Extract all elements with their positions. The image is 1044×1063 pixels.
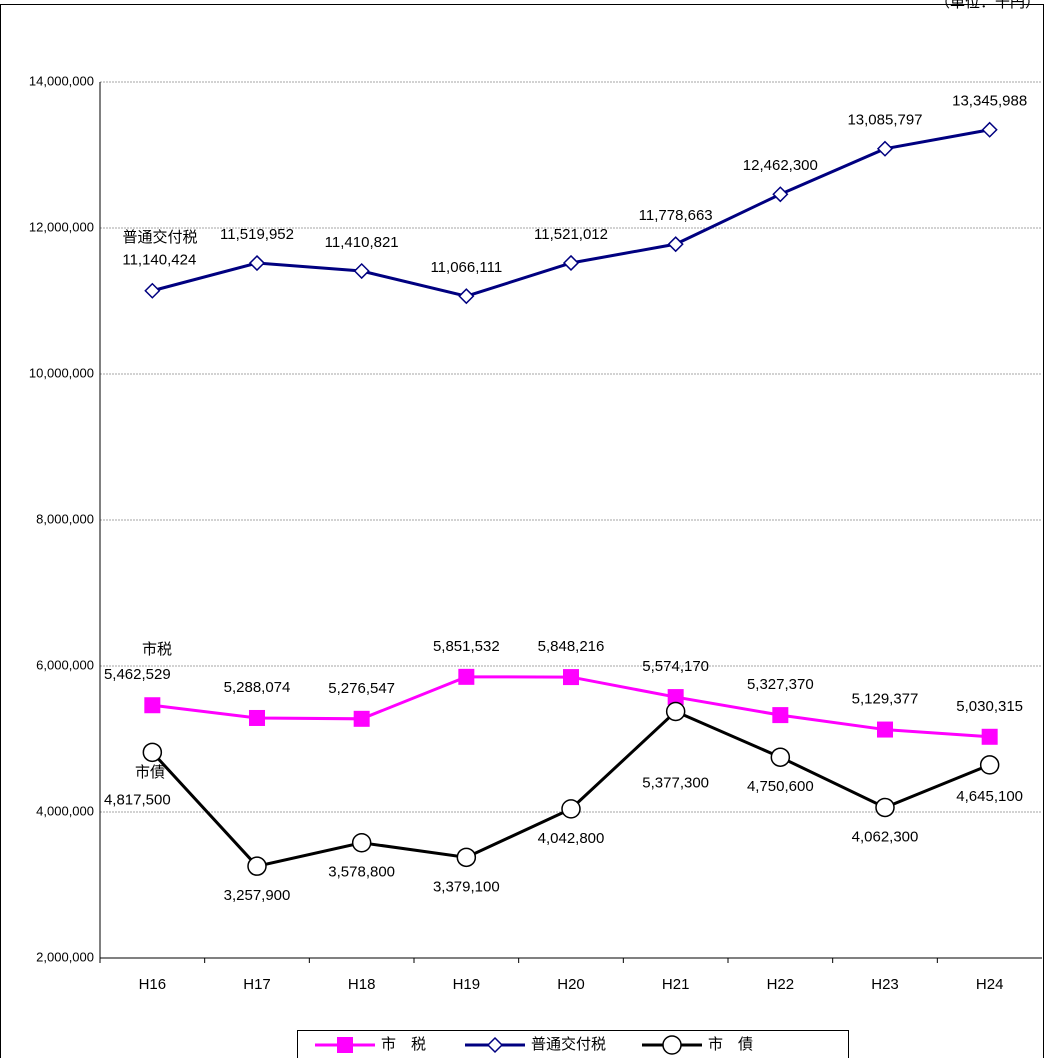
- marker: [665, 701, 686, 722]
- marker: [563, 669, 579, 686]
- y-tick-label: 10,000,000: [29, 365, 94, 380]
- marker: [456, 847, 477, 868]
- marker: [667, 689, 684, 706]
- legend-label: 市 税: [381, 1036, 426, 1053]
- x-tick-label: H24: [976, 976, 1004, 993]
- series-line: [151, 128, 990, 298]
- marker: [875, 797, 895, 818]
- marker: [876, 140, 894, 157]
- series-annotation: 市債: [135, 764, 165, 781]
- data-label: 11,521,012: [534, 226, 608, 243]
- y-tick-label: 4,000,000: [36, 803, 94, 818]
- marker: [248, 254, 266, 272]
- data-label: 5,129,377: [852, 691, 919, 708]
- series-annotation: 市税: [142, 641, 172, 658]
- marker: [772, 186, 789, 203]
- data-label: 5,851,532: [433, 638, 500, 655]
- data-label: 11,066,111: [430, 259, 502, 276]
- data-label: 5,848,216: [538, 638, 605, 655]
- marker: [249, 709, 265, 726]
- data-label: 13,085,797: [847, 112, 922, 129]
- marker: [351, 832, 372, 853]
- unit-note: （単位：千円）: [935, 0, 1040, 11]
- x-tick-label: H19: [453, 976, 481, 993]
- data-label: 4,042,800: [538, 830, 605, 847]
- x-tick-label: H21: [662, 976, 690, 993]
- y-tick-label: 8,000,000: [36, 511, 94, 526]
- data-label: 5,462,529: [104, 666, 171, 683]
- y-tick-label: 12,000,000: [29, 219, 94, 234]
- data-label: 4,062,300: [852, 828, 919, 845]
- marker: [979, 755, 1000, 775]
- marker: [981, 728, 998, 745]
- marker: [144, 697, 161, 714]
- series-annotation: 普通交付税: [122, 228, 197, 246]
- data-label: 5,574,170: [642, 658, 709, 675]
- data-label: 13,345,988: [952, 93, 1027, 110]
- x-tick-label: H22: [767, 976, 795, 993]
- marker: [486, 1036, 504, 1054]
- data-label: 5,276,547: [328, 680, 395, 697]
- marker: [247, 856, 267, 876]
- marker: [561, 799, 581, 819]
- marker: [667, 236, 684, 253]
- marker: [353, 710, 370, 727]
- marker: [458, 668, 475, 685]
- x-tick-label: H18: [348, 976, 376, 993]
- marker: [353, 262, 370, 280]
- y-tick-label: 14,000,000: [29, 73, 94, 88]
- marker: [142, 742, 163, 763]
- marker: [337, 1037, 353, 1053]
- x-tick-label: H20: [557, 976, 585, 993]
- data-label: 3,257,900: [224, 887, 291, 904]
- data-label: 3,578,800: [328, 864, 395, 881]
- y-tick-label: 2,000,000: [36, 949, 94, 964]
- data-label: 12,462,300: [743, 157, 818, 174]
- marker: [458, 288, 475, 305]
- x-tick-label: H17: [243, 976, 271, 993]
- chart-frame: [0, 4, 1044, 1063]
- data-label: 11,140,424: [122, 252, 196, 269]
- marker: [772, 707, 789, 724]
- data-label: 11,519,952: [220, 226, 294, 243]
- y-tick-label: 6,000,000: [36, 657, 94, 672]
- marker: [562, 254, 580, 272]
- marker: [144, 282, 161, 299]
- legend-label: 市 債: [708, 1036, 753, 1053]
- data-label: 5,377,300: [642, 774, 709, 791]
- data-label: 3,379,100: [433, 878, 500, 895]
- data-label: 5,288,074: [224, 679, 291, 696]
- data-label: 4,817,500: [104, 791, 171, 808]
- data-label: 11,410,821: [325, 234, 399, 251]
- legend-label: 普通交付税: [531, 1035, 606, 1053]
- data-label: 5,030,315: [956, 698, 1023, 715]
- marker: [662, 1035, 682, 1055]
- data-label: 11,778,663: [639, 207, 713, 224]
- data-label: 4,645,100: [956, 788, 1023, 805]
- data-label: 5,327,370: [747, 676, 814, 693]
- marker: [770, 747, 791, 767]
- x-tick-label: H23: [871, 976, 899, 993]
- x-tick-label: H16: [139, 976, 167, 993]
- data-label: 4,750,600: [747, 778, 814, 795]
- marker: [981, 121, 998, 138]
- marker: [877, 721, 893, 738]
